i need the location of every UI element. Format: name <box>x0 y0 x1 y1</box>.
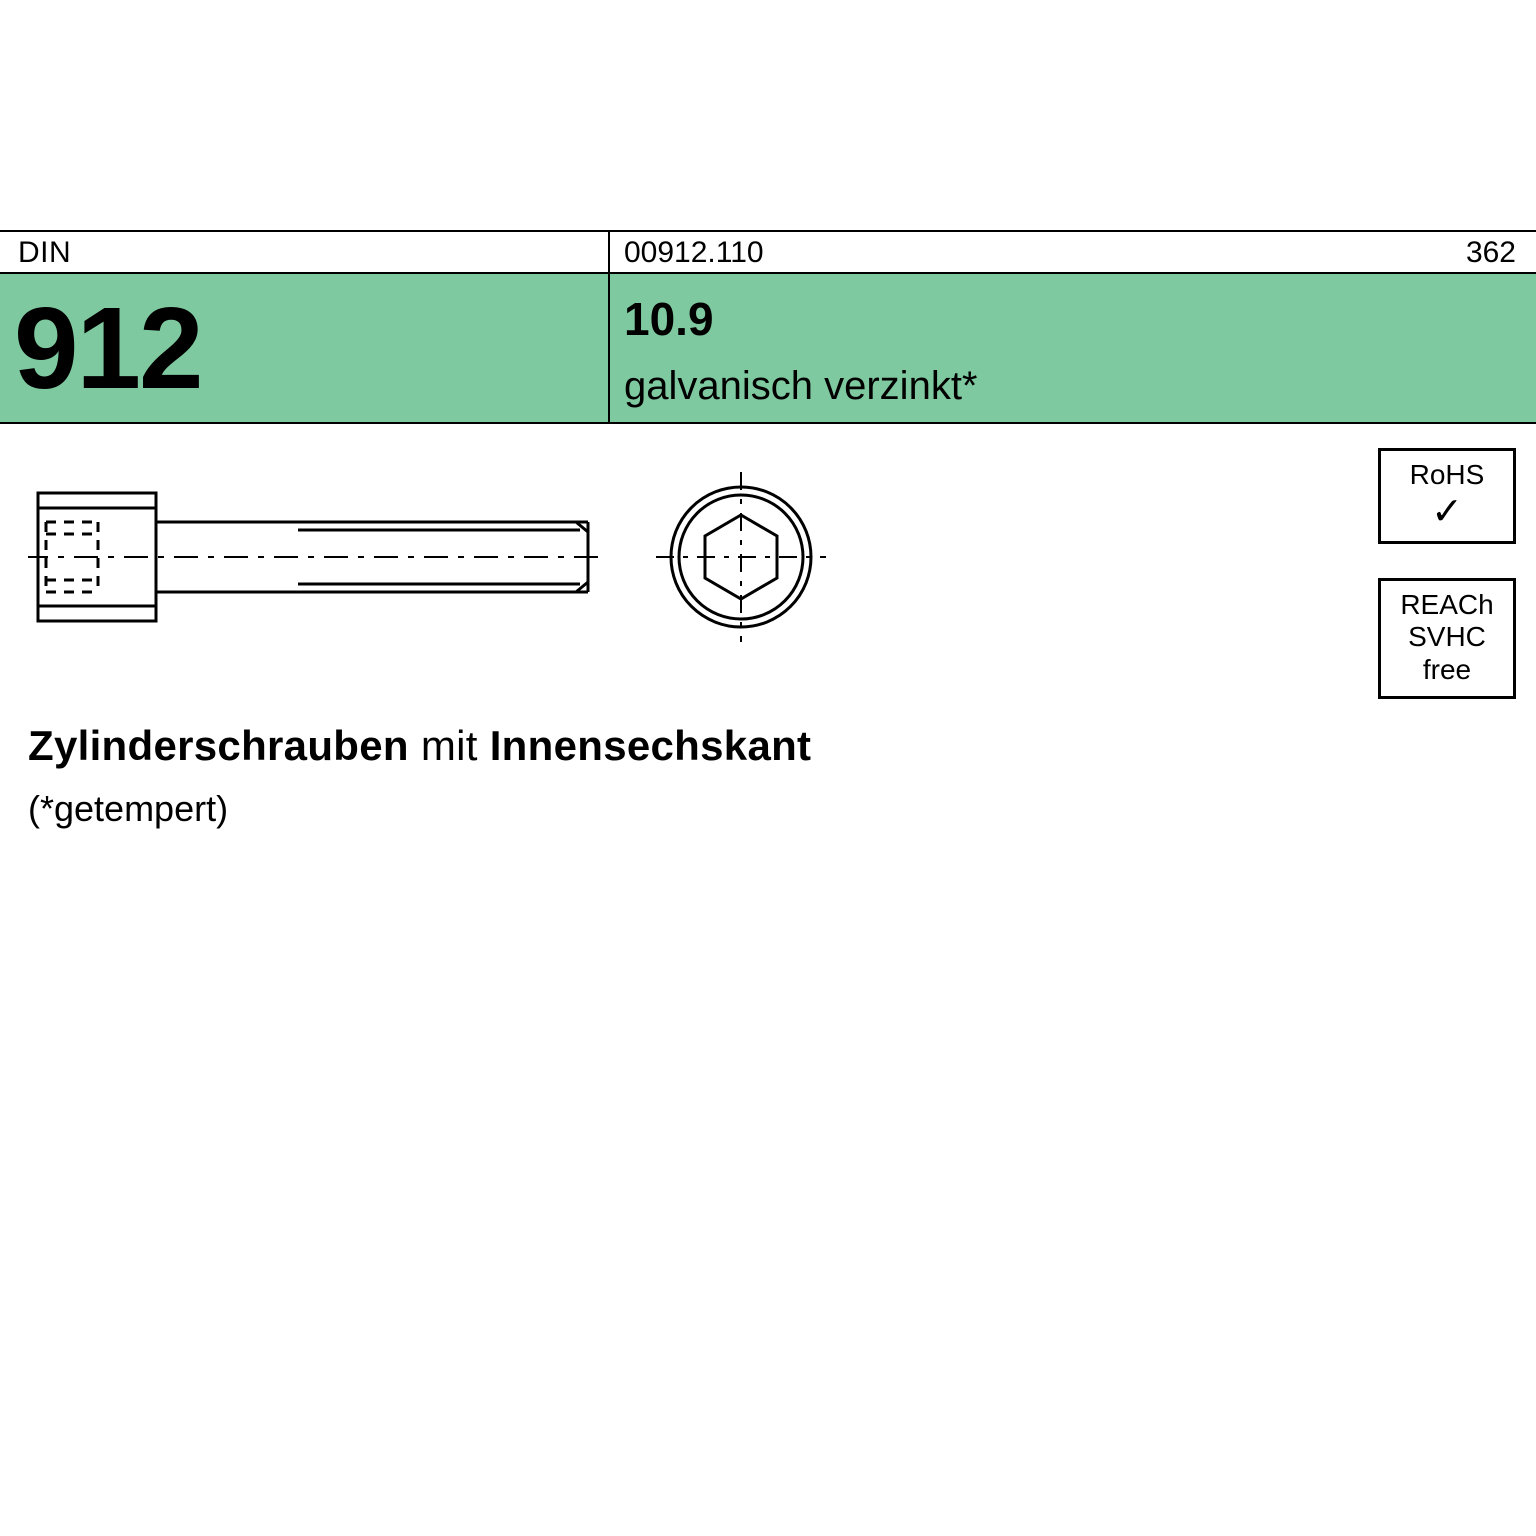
din-label: DIN <box>0 232 610 272</box>
rohs-label: RoHS <box>1387 459 1507 491</box>
spec-banner: 912 10.9 galvanisch verzinkt* <box>0 274 1536 424</box>
rohs-badge: RoHS ✓ <box>1378 448 1516 544</box>
standard-number: 912 <box>14 290 202 406</box>
reach-badge: REACh SVHC free <box>1378 578 1516 699</box>
reach-line2: SVHC <box>1387 621 1507 653</box>
standard-number-cell: 912 <box>0 274 610 422</box>
title-mid: mit <box>421 722 490 769</box>
reach-line3: free <box>1387 654 1507 686</box>
title-bold-2: Innensechskant <box>490 722 812 769</box>
screw-side-icon <box>28 472 608 642</box>
diagram-row <box>28 472 1518 642</box>
check-icon: ✓ <box>1387 493 1507 531</box>
temper-note: (*getempert) <box>28 788 1518 830</box>
hex-drive-icon <box>656 472 826 642</box>
compliance-badges: RoHS ✓ REACh SVHC free <box>1378 448 1516 699</box>
strength-grade: 10.9 <box>624 292 1526 346</box>
product-title: Zylinderschrauben mit Innensechskant <box>28 722 1518 770</box>
surface-finish: galvanisch verzinkt* <box>624 364 1526 409</box>
spec-details: 10.9 galvanisch verzinkt* <box>610 274 1536 422</box>
spec-card: DIN 00912.110 362 912 10.9 galvanisch ve… <box>0 230 1536 860</box>
body-area: Zylinderschrauben mit Innensechskant (*g… <box>0 424 1536 860</box>
page-ref: 362 <box>1416 232 1536 272</box>
header-row: DIN 00912.110 362 <box>0 230 1536 274</box>
reach-line1: REACh <box>1387 589 1507 621</box>
title-bold-1: Zylinderschrauben <box>28 722 421 769</box>
article-code: 00912.110 <box>610 232 1416 272</box>
